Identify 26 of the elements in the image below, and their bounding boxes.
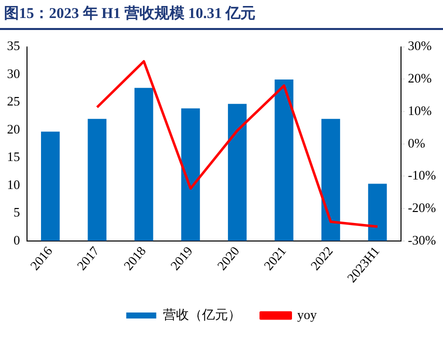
y2-tick-label: -30% <box>408 232 436 248</box>
y2-tick-label: -10% <box>408 168 436 183</box>
y-tick-label: 0 <box>14 232 20 248</box>
y-tick-label: 20 <box>7 121 20 136</box>
y2-tick-label: 30% <box>408 38 432 54</box>
y-tick-label: 35 <box>7 38 20 54</box>
y2-tick-label: 0% <box>408 135 426 150</box>
y2-tick-label: 20% <box>408 70 432 86</box>
legend-label: yoy <box>297 306 318 322</box>
y-tick-label: 30 <box>7 66 20 81</box>
y-tick-label: 10 <box>7 176 20 192</box>
bar <box>368 184 387 241</box>
bar <box>41 132 60 241</box>
y-tick-label: 15 <box>7 149 20 164</box>
bar <box>274 80 294 241</box>
bar <box>181 108 200 241</box>
y-tick-label: 25 <box>7 94 20 109</box>
y2-tick-label: 10% <box>408 102 432 118</box>
bar <box>321 118 340 241</box>
y2-tick-label: -20% <box>408 200 436 215</box>
bar <box>134 88 154 241</box>
bar <box>88 118 106 241</box>
legend-label: 营收（亿元） <box>162 306 241 322</box>
y-tick-label: 5 <box>14 204 20 220</box>
bar <box>228 104 247 241</box>
chart-title: 图15：2023 年 H1 营收规模 10.31 亿元 <box>4 4 256 23</box>
